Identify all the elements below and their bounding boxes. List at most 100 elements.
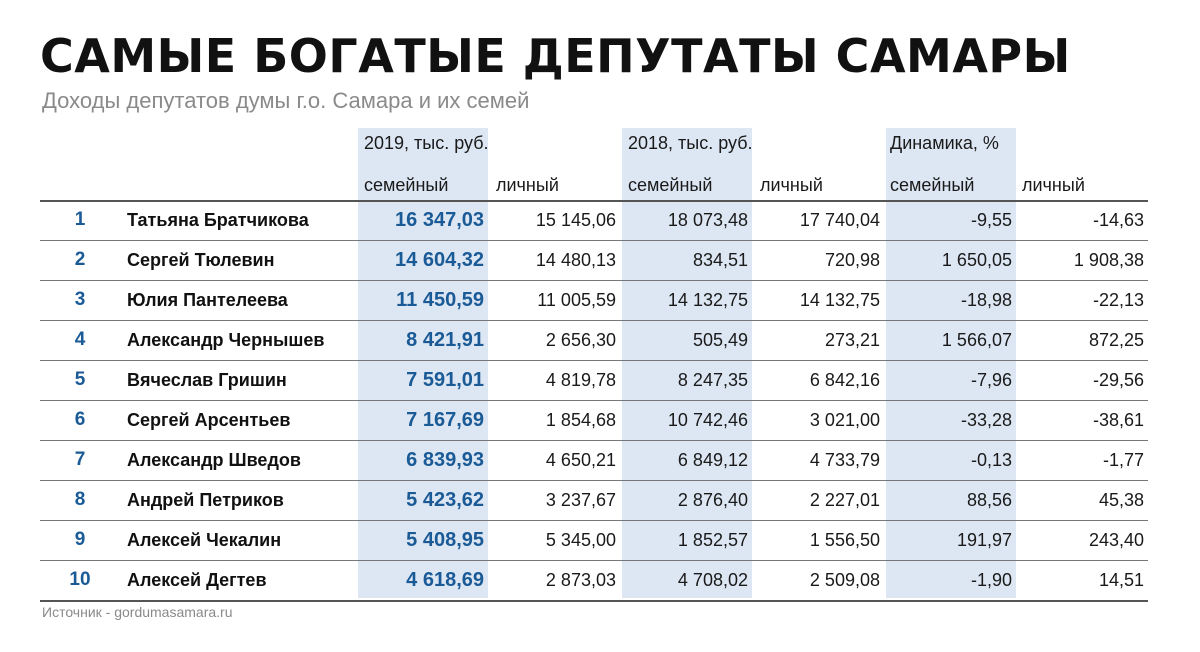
family-dynamics: -9,55 xyxy=(970,210,1012,230)
rank-cell: 9 xyxy=(74,529,86,550)
personal-income-2018: 2 227,01 xyxy=(809,490,880,510)
personal-dynamics: 872,25 xyxy=(1088,330,1144,350)
family-dynamics: 1 566,07 xyxy=(941,330,1012,350)
personal-income-2019: 4 819,78 xyxy=(545,370,616,390)
family-dynamics: 1 650,05 xyxy=(941,250,1012,270)
deputy-name: Алексей Чекалин xyxy=(127,530,282,550)
personal-dynamics: -1,77 xyxy=(1102,450,1144,470)
rank-cell: 3 xyxy=(74,289,86,310)
row-divider xyxy=(40,400,1148,401)
personal-dynamics: 45,38 xyxy=(1098,490,1144,510)
personal-income-2018: 720,98 xyxy=(824,250,880,270)
personal-income-2018: 2 509,08 xyxy=(809,570,880,590)
rank-cell: 6 xyxy=(74,409,86,430)
row-divider xyxy=(40,280,1148,281)
subheader-personal-dynamics: личный xyxy=(1022,175,1085,195)
group-header-2019: 2019, тыс. руб. xyxy=(364,133,489,153)
personal-income-2019: 4 650,21 xyxy=(545,450,616,470)
family-income-2018: 18 073,48 xyxy=(667,210,748,230)
family-income-2019: 4 618,69 xyxy=(406,569,484,591)
personal-income-2019: 11 005,59 xyxy=(537,290,616,310)
deputy-name: Андрей Петриков xyxy=(127,490,284,510)
family-income-2019: 7 167,69 xyxy=(406,409,484,431)
rank-cell: 5 xyxy=(74,369,86,390)
subheader-personal-2019: личный xyxy=(496,175,559,195)
rank-cell: 7 xyxy=(74,449,86,470)
personal-dynamics: 1 908,38 xyxy=(1073,250,1144,270)
family-income-2019: 5 408,95 xyxy=(406,529,484,551)
personal-income-2019: 1 854,68 xyxy=(545,410,616,430)
family-dynamics: 88,56 xyxy=(966,490,1012,510)
table-row: 1 Татьяна Братчикова 16 347,03 15 145,06 18 … xyxy=(0,200,1200,240)
personal-dynamics: 243,40 xyxy=(1088,530,1144,550)
row-divider xyxy=(40,520,1148,521)
deputy-name: Алексей Дегтев xyxy=(127,570,267,590)
table-top-rule xyxy=(40,200,1148,202)
table-row: 8 Андрей Петриков 5 423,62 3 237,67 2 876,40… xyxy=(0,480,1200,520)
personal-income-2019: 15 145,06 xyxy=(535,210,616,230)
family-income-2018: 6 849,12 xyxy=(677,450,748,470)
family-income-2019: 7 591,01 xyxy=(406,369,484,391)
family-income-2018: 8 247,35 xyxy=(677,370,748,390)
personal-dynamics: 14,51 xyxy=(1098,570,1144,590)
rank-cell: 8 xyxy=(74,489,86,510)
source-note: Источник - gordumasamara.ru xyxy=(42,604,233,620)
page-subtitle: Доходы депутатов думы г.о. Самара и их с… xyxy=(42,88,530,113)
family-dynamics: -7,96 xyxy=(970,370,1012,390)
row-divider xyxy=(40,480,1148,481)
family-income-2019: 16 347,03 xyxy=(395,209,484,231)
family-income-2019: 11 450,59 xyxy=(396,289,484,311)
family-dynamics: -33,28 xyxy=(960,410,1012,430)
subheader-family-2018: семейный xyxy=(628,175,713,195)
family-income-2019: 5 423,62 xyxy=(406,489,484,511)
rank-cell: 1 xyxy=(74,209,86,230)
table-row: 5 Вячеслав Гришин 7 591,01 4 819,78 8 247,35… xyxy=(0,360,1200,400)
personal-income-2019: 3 237,67 xyxy=(545,490,616,510)
deputy-name: Татьяна Братчикова xyxy=(127,210,309,230)
family-dynamics: -1,90 xyxy=(970,570,1012,590)
group-header-2018: 2018, тыс. руб. xyxy=(628,133,753,153)
personal-dynamics: -38,61 xyxy=(1092,410,1144,430)
row-divider xyxy=(40,560,1148,561)
table-row: 9 Алексей Чекалин 5 408,95 5 345,00 1 852,57… xyxy=(0,520,1200,560)
personal-dynamics: -22,13 xyxy=(1092,290,1144,310)
subheader-personal-2018: личный xyxy=(760,175,823,195)
personal-dynamics: -14,63 xyxy=(1092,210,1144,230)
family-income-2018: 505,49 xyxy=(692,330,748,350)
rank-cell: 10 xyxy=(69,569,91,590)
personal-dynamics: -29,56 xyxy=(1092,370,1144,390)
family-dynamics: -18,98 xyxy=(960,290,1012,310)
family-income-2018: 14 132,75 xyxy=(667,290,748,310)
row-divider xyxy=(40,240,1148,241)
highlight-column-family-2018 xyxy=(622,128,752,598)
family-income-2018: 1 852,57 xyxy=(677,530,748,550)
rank-cell: 2 xyxy=(74,249,86,270)
deputy-name: Александр Чернышев xyxy=(127,330,325,350)
table-row: 2 Сергей Тюлевин 14 604,32 14 480,13 834,51 7… xyxy=(0,240,1200,280)
family-dynamics: 191,97 xyxy=(956,530,1012,550)
subheader-family-2019: семейный xyxy=(364,175,449,195)
family-income-2019: 6 839,93 xyxy=(406,449,484,471)
row-divider xyxy=(40,360,1148,361)
row-divider xyxy=(40,440,1148,441)
personal-income-2019: 5 345,00 xyxy=(545,530,616,550)
table-row: 10 Алексей Дегтев 4 618,69 2 873,03 4 708,02… xyxy=(0,560,1200,600)
family-income-2019: 14 604,32 xyxy=(395,249,484,271)
personal-income-2019: 2 873,03 xyxy=(545,570,616,590)
highlight-column-family-dynamics xyxy=(886,128,1016,598)
subheader-family-dynamics: семейный xyxy=(890,175,975,195)
personal-income-2018: 4 733,79 xyxy=(809,450,880,470)
highlight-column-family-2019 xyxy=(358,128,488,598)
personal-income-2018: 6 842,16 xyxy=(809,370,880,390)
table-row: 3 Юлия Пантелеева 11 450,59 11 005,59 14 132… xyxy=(0,280,1200,320)
row-divider xyxy=(40,320,1148,321)
rank-cell: 4 xyxy=(74,329,86,350)
personal-income-2018: 17 740,04 xyxy=(799,210,880,230)
family-dynamics: -0,13 xyxy=(970,450,1012,470)
family-income-2018: 4 708,02 xyxy=(677,570,748,590)
table-row: 6 Сергей Арсентьев 7 167,69 1 854,68 10 742,… xyxy=(0,400,1200,440)
table-row: 7 Александр Шведов 6 839,93 4 650,21 6 849,1… xyxy=(0,440,1200,480)
personal-income-2018: 3 021,00 xyxy=(809,410,880,430)
deputy-name: Сергей Тюлевин xyxy=(127,250,275,270)
deputy-name: Александр Шведов xyxy=(127,450,301,470)
